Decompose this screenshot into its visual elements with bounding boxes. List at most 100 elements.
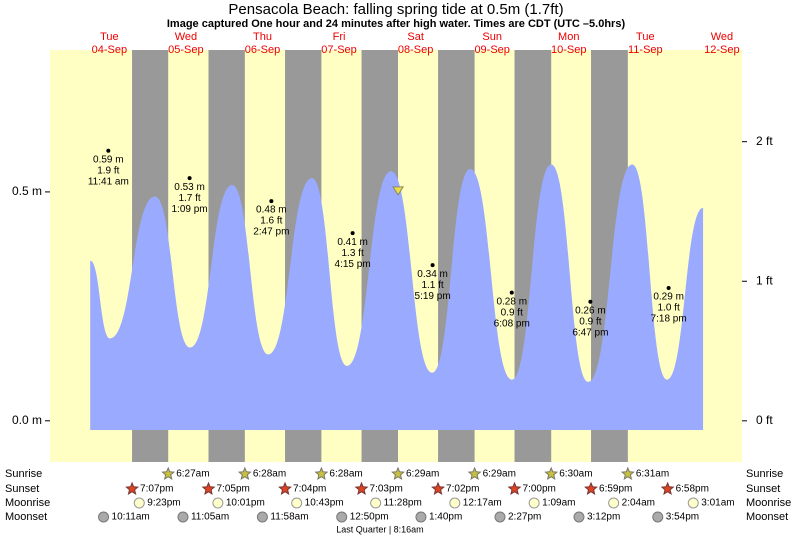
sunrise-icon — [314, 466, 329, 480]
high-tide-label: 0.53 m — [174, 182, 205, 193]
event-time: 2:27pm — [508, 512, 541, 523]
event-row-label-right: Sunrise — [746, 468, 783, 480]
event-time: 6:29am — [483, 469, 516, 480]
event-time: 7:00pm — [523, 484, 556, 495]
event-time: 12:17am — [463, 498, 502, 509]
day-weekday: Sat — [407, 31, 424, 43]
event-row-label-right: Sunset — [746, 483, 780, 495]
moonrise-icon — [212, 497, 224, 509]
sunrise-icon — [237, 466, 252, 480]
moonset-icon — [494, 511, 506, 523]
day-date: 09-Sep — [474, 44, 509, 56]
sunset-icon — [201, 481, 216, 495]
high-tide-dot — [269, 199, 274, 204]
event-time: 7:03pm — [370, 484, 403, 495]
y2-tick-label: 0 ft — [756, 413, 773, 427]
high-tide-label: 1.9 ft — [97, 165, 119, 176]
event-time: 12:50pm — [350, 512, 389, 523]
event-time: 3:54pm — [666, 512, 699, 523]
high-tide-dot — [666, 286, 671, 291]
event-time: 1:09am — [542, 498, 575, 509]
event-time: 6:59pm — [599, 484, 632, 495]
high-tide-label: 1.1 ft — [421, 280, 443, 291]
event-time: 10:01pm — [226, 498, 265, 509]
moonrise-icon — [608, 497, 620, 509]
event-time: 3:12pm — [587, 512, 620, 523]
sunset-icon — [507, 481, 522, 495]
event-row-label: Sunrise — [5, 468, 42, 480]
high-tide-dot — [187, 176, 192, 181]
sunset-icon — [431, 481, 446, 495]
day-date: 10-Sep — [551, 44, 586, 56]
event-row-label-right: Moonset — [746, 511, 788, 523]
high-tide-dot — [430, 263, 435, 268]
event-time: 6:31am — [636, 469, 669, 480]
high-tide-dot — [509, 290, 514, 295]
y-tick-label: 0.0 m — [12, 413, 42, 427]
moonrise-icon — [449, 497, 461, 509]
high-tide-label: 11:41 am — [88, 176, 129, 187]
high-tide-label: 5:19 pm — [415, 291, 451, 302]
event-time: 6:27am — [176, 469, 209, 480]
moonrise-icon — [291, 497, 303, 509]
event-row-label-right: Moonrise — [746, 497, 791, 509]
high-tide-label: 0.34 m — [417, 269, 448, 280]
high-tide-label: 1.6 ft — [260, 216, 282, 227]
event-time: 6:58pm — [676, 484, 709, 495]
high-tide-label: 2:47 pm — [253, 227, 289, 238]
high-tide-label: 4:15 pm — [335, 259, 371, 270]
event-time: 7:04pm — [293, 484, 326, 495]
high-tide-label: 0.9 ft — [579, 316, 601, 327]
event-time: 6:28am — [329, 469, 362, 480]
y2-tick-label: 1 ft — [756, 273, 773, 287]
event-row-label: Sunset — [5, 483, 39, 495]
moonset-icon — [256, 511, 268, 523]
day-weekday: Tue — [100, 31, 119, 43]
high-tide-label: 0.26 m — [575, 305, 606, 316]
event-time: 11:28pm — [384, 498, 422, 509]
event-time: 10:43pm — [305, 498, 344, 509]
sunrise-icon — [620, 466, 635, 480]
day-weekday: Wed — [711, 31, 733, 43]
event-time: 6:28am — [253, 469, 286, 480]
sunset-icon — [125, 481, 140, 495]
sunset-icon — [584, 481, 598, 495]
moonrise-icon — [133, 497, 145, 509]
high-tide-label: 0.41 m — [337, 237, 368, 248]
high-tide-label: 1:09 pm — [172, 204, 208, 215]
day-weekday: Mon — [558, 31, 579, 43]
sunset-icon — [278, 481, 292, 495]
sunrise-icon — [544, 466, 559, 480]
high-tide-label: 0.29 m — [653, 292, 684, 303]
high-tide-label: 0.59 m — [93, 154, 124, 165]
event-time: 1:40pm — [429, 512, 462, 523]
event-time: 6:30am — [559, 469, 592, 480]
moonrise-icon — [687, 497, 699, 509]
tide-area — [90, 164, 704, 430]
moonset-icon — [336, 511, 348, 523]
moonset-icon — [573, 511, 585, 523]
day-date: 11-Sep — [628, 44, 663, 56]
moonset-icon — [652, 511, 664, 523]
chart-subtitle: Image captured One hour and 24 minutes a… — [167, 18, 626, 30]
event-time: 11:58am — [270, 512, 308, 523]
y-tick-label: 0.5 m — [12, 184, 42, 198]
chart-title: Pensacola Beach: falling spring tide at … — [228, 1, 563, 18]
event-row-label: Moonset — [5, 511, 47, 523]
sunrise-icon — [467, 466, 482, 480]
sunset-icon — [660, 481, 675, 495]
day-weekday: Sun — [482, 31, 502, 43]
high-tide-label: 1.0 ft — [657, 303, 679, 314]
event-time: 9:23pm — [147, 498, 180, 509]
moonrise-icon — [370, 497, 382, 509]
event-time: 6:29am — [406, 469, 439, 480]
moon-phase-note: Last Quarter | 8:16am — [336, 524, 423, 534]
sunset-icon — [354, 481, 369, 495]
day-date: 04-Sep — [92, 44, 127, 56]
high-tide-label: 7:18 pm — [651, 314, 687, 325]
y2-tick-label: 2 ft — [756, 134, 773, 148]
day-date: 08-Sep — [398, 44, 433, 56]
event-time: 7:07pm — [140, 484, 173, 495]
high-tide-label: 1.3 ft — [341, 248, 363, 259]
